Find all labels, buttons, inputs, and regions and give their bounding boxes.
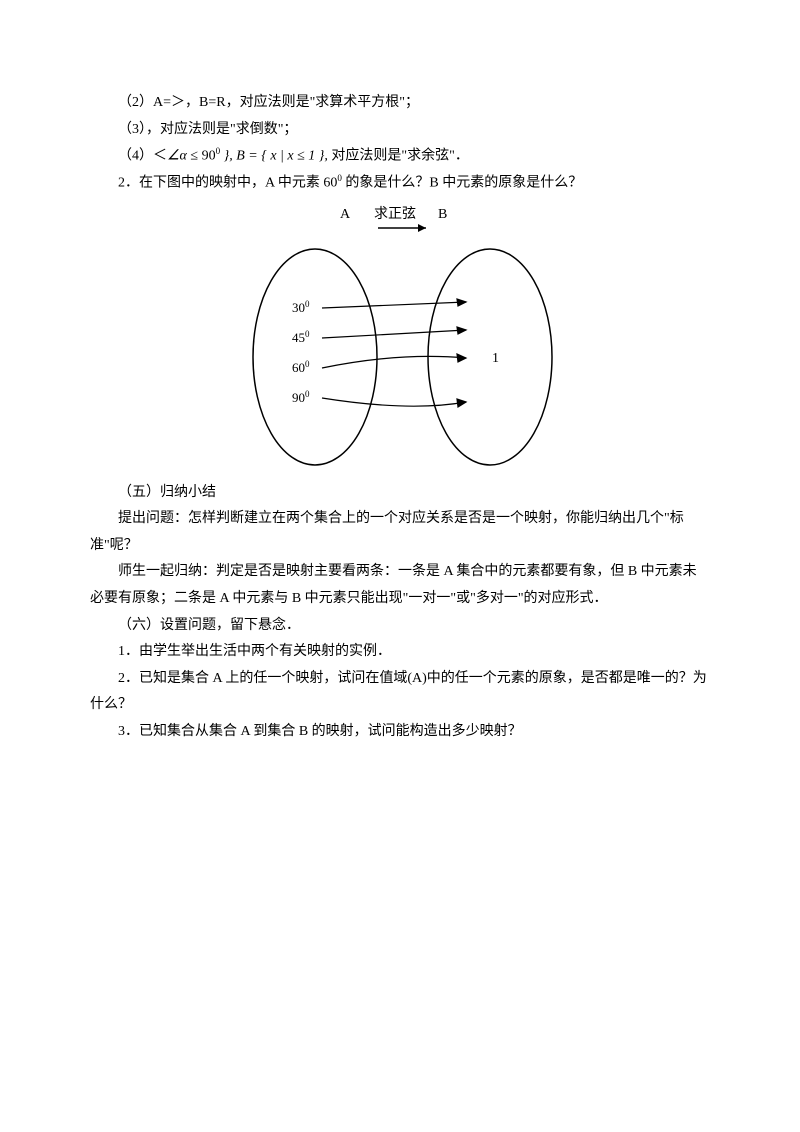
item-2: 2．已知是集合 A 上的任一个映射，试问在值域(A)中的任一个元素的原象，是否都… [90,666,710,719]
p3-prefix: （4）＜ [118,149,167,164]
ellipse-a [253,249,377,465]
p3-tail: 对应法则是"求余弦"． [331,149,468,164]
para-question: 提出问题：怎样判断建立在两个集合上的一个对应关系是否是一个映射，你能归纳出几个"… [90,506,710,559]
para-3: （3），对应法则是"求倒数"； [90,117,710,144]
para-summary: 师生一起归纳：判定是否是映射主要看两条：一条是 A 集合中的元素都要有象，但 B… [90,559,710,612]
p3-set: }, B = { x | x ≤ 1 }, [220,149,331,164]
item-90: 900 [292,389,310,405]
arrows [322,299,466,407]
para-q2: 2．在下图中的映射中，A 中元素 600 的象是什么？B 中元素的原象是什么？ [90,170,710,197]
heading-6: （六）设置问题，留下悬念． [90,613,710,640]
diagram-svg: A 求正弦 B 300 450 600 900 1 [230,202,570,472]
p3-angle: ∠α [167,149,187,164]
item-1: 1．由学生举出生活中两个有关映射的实例． [90,639,710,666]
item-30: 300 [292,299,310,315]
q2-a: 2．在下图中的映射中，A 中元素 60 [118,176,337,191]
item-3: 3．已知集合从集合 A 到集合 B 的映射，试问能构造出多少映射？ [90,719,710,746]
right-1: 1 [492,351,499,366]
item-45: 450 [292,329,310,345]
item-60: 600 [292,359,310,375]
mapping-diagram: A 求正弦 B 300 450 600 900 1 [90,202,710,472]
label-mid: 求正弦 [374,206,416,222]
label-a: A [340,207,351,222]
label-b: B [438,207,447,222]
para-2: （2）A=＞，B=R，对应法则是"求算术平方根"； [90,90,710,117]
heading-5: （五）归纳小结 [90,480,710,507]
top-arrow-head [418,224,426,232]
q2-b: 的象是什么？B 中元素的原象是什么？ [342,176,582,191]
p3-le: ≤ 90 [187,149,216,164]
para-4: （4）＜∠α ≤ 900 }, B = { x | x ≤ 1 }, 对应法则是… [90,143,710,170]
